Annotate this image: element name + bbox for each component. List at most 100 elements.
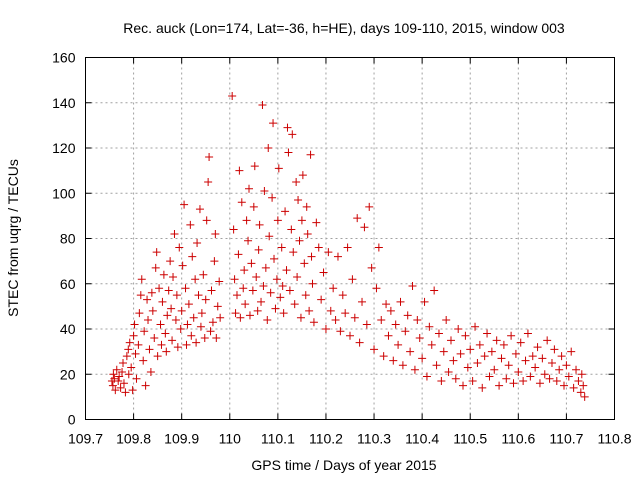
data-point (317, 295, 326, 304)
x-axis-title: GPS time / Days of year 2015 (251, 457, 436, 473)
data-point (200, 334, 209, 343)
data-point (439, 347, 448, 356)
data-point (398, 361, 407, 370)
axis-ticks: 109.7 109.8 109.9 110 110.1 110.2 110.3 110.4 11… (52, 50, 632, 447)
x-tick-label: 109.7 (68, 431, 103, 447)
data-point (535, 379, 544, 388)
data-point (155, 284, 164, 293)
data-point (374, 243, 383, 252)
data-point (519, 377, 528, 386)
data-point (324, 248, 333, 257)
data-point (552, 377, 561, 386)
data-point (434, 329, 443, 338)
data-point (290, 300, 299, 309)
data-point (507, 331, 516, 340)
data-point (502, 374, 511, 383)
y-tick-label: 120 (52, 140, 76, 156)
data-point (396, 297, 405, 306)
data-point (249, 202, 258, 211)
data-point (579, 381, 588, 390)
data-point (283, 123, 292, 132)
data-point (235, 166, 244, 175)
data-point (475, 340, 484, 349)
y-tick-label: 40 (60, 321, 76, 337)
data-point (231, 309, 240, 318)
data-point (367, 263, 376, 272)
data-point (430, 286, 439, 295)
data-point (173, 343, 182, 352)
data-point (511, 349, 520, 358)
data-point (193, 239, 202, 248)
x-tick-label: 110.6 (501, 431, 535, 447)
data-point (288, 130, 297, 139)
data-point (449, 356, 458, 365)
data-point (266, 288, 275, 297)
data-point (240, 266, 249, 275)
data-point (242, 216, 251, 225)
data-point (170, 229, 179, 238)
data-point (241, 300, 250, 309)
data-point (140, 327, 149, 336)
data-point (540, 370, 549, 379)
x-tick-label: 109.9 (164, 431, 199, 447)
data-point (466, 345, 475, 354)
data-point (319, 268, 328, 277)
data-point (129, 331, 138, 340)
data-point (137, 275, 146, 284)
data-point (216, 313, 225, 322)
x-tick-label: 110.3 (357, 431, 391, 447)
data-point (281, 207, 290, 216)
data-point (195, 205, 204, 214)
data-point (355, 338, 364, 347)
data-point (272, 275, 281, 284)
y-tick-label: 60 (60, 276, 76, 292)
data-point (572, 365, 581, 374)
data-point (127, 363, 136, 372)
data-point (406, 347, 415, 356)
data-point (403, 311, 412, 320)
data-point (194, 291, 203, 300)
data-point (239, 284, 248, 293)
data-point (333, 252, 342, 261)
data-point (147, 288, 156, 297)
data-point (146, 367, 155, 376)
data-point (560, 381, 569, 390)
data-point (199, 270, 208, 279)
data-point (168, 336, 177, 345)
data-point (338, 291, 347, 300)
data-point (287, 225, 296, 234)
data-point (487, 347, 496, 356)
data-point (480, 352, 489, 361)
data-point (279, 309, 288, 318)
data-point (577, 370, 586, 379)
data-point (309, 318, 318, 327)
data-point (442, 315, 451, 324)
data-point (391, 320, 400, 329)
data-point (265, 232, 274, 241)
data-point (244, 236, 253, 245)
data-point (175, 243, 184, 252)
data-point (547, 358, 556, 367)
data-point (116, 383, 125, 392)
x-tick-label: 110.8 (598, 431, 632, 447)
data-point (144, 315, 153, 324)
x-tick-label: 110.4 (405, 431, 439, 447)
data-point (115, 372, 124, 381)
y-tick-label: 160 (52, 50, 76, 66)
data-point (161, 329, 170, 338)
data-point (564, 372, 573, 381)
data-point (415, 334, 424, 343)
data-point (461, 331, 470, 340)
data-point (172, 291, 181, 300)
data-point (213, 302, 222, 311)
data-point (247, 259, 256, 268)
data-point (365, 202, 374, 211)
data-point (576, 388, 585, 397)
data-point (499, 340, 508, 349)
data-point (112, 365, 121, 374)
data-point (236, 313, 245, 322)
data-point (348, 275, 357, 284)
data-point (289, 248, 298, 257)
data-point (237, 198, 246, 207)
